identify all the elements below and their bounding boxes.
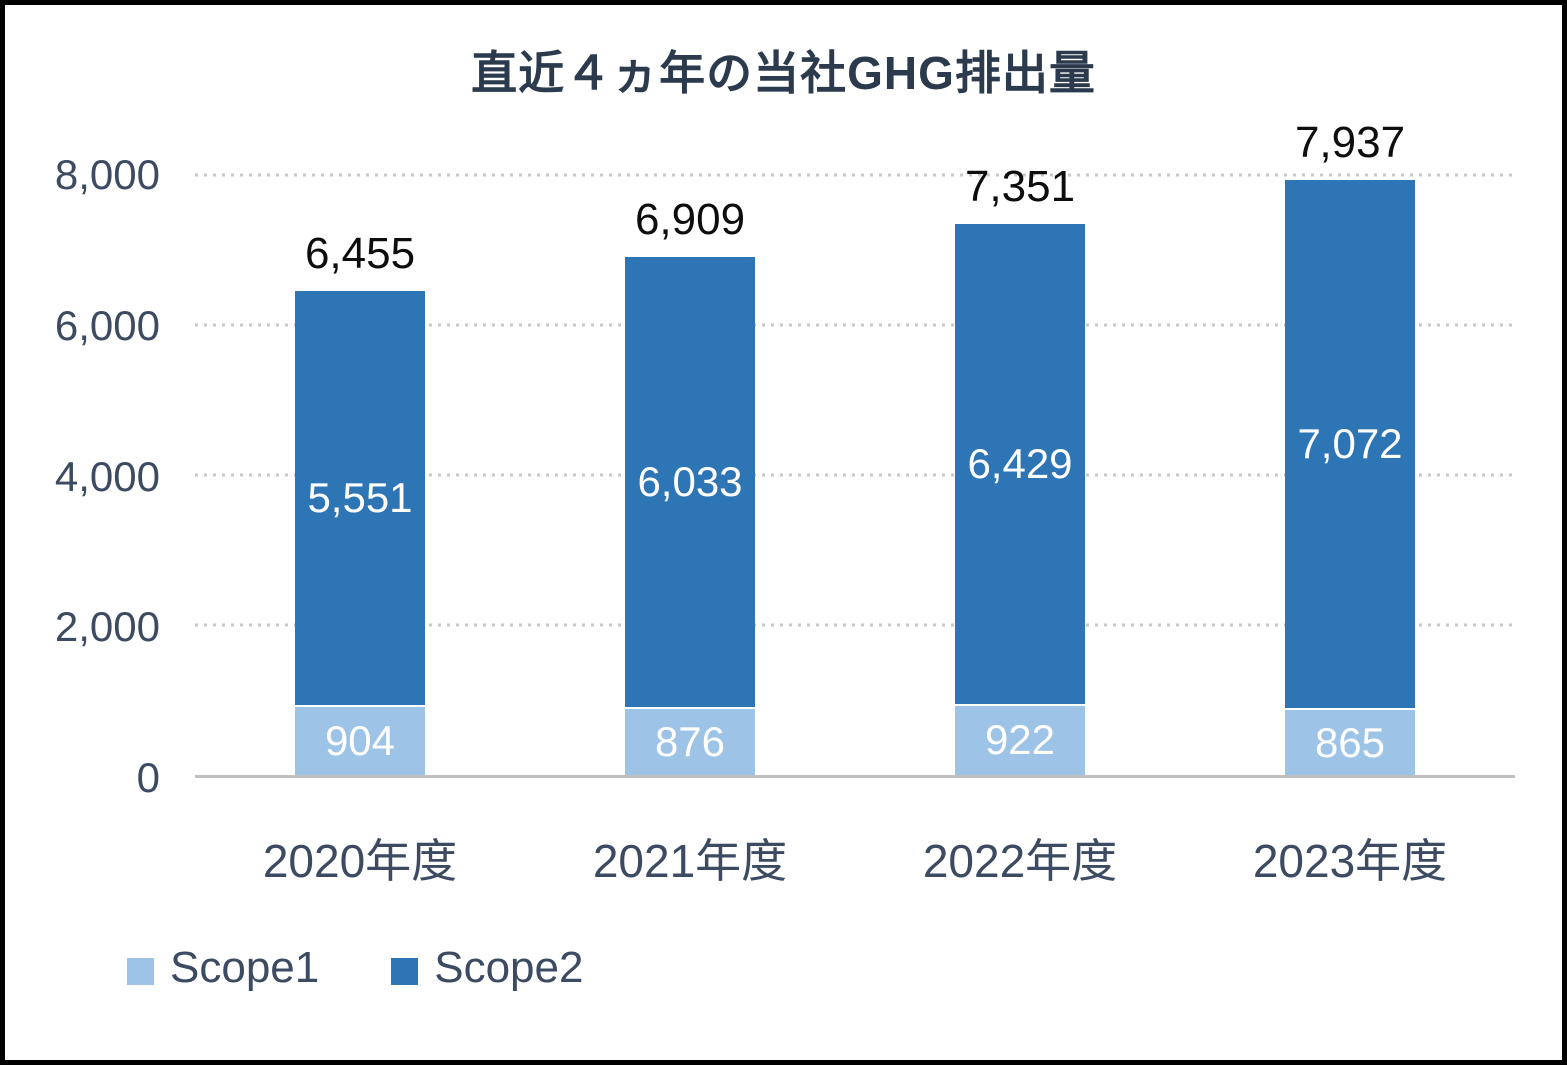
scope2-value-label: 6,429	[967, 439, 1073, 487]
bar-segment-scope1-2022年度: 922	[955, 705, 1085, 775]
bar-segment-scope2-2023年度: 7,072	[1285, 179, 1415, 711]
x-axis-label-2021年度: 2021年度	[592, 835, 788, 887]
bar-2021年度: 876 6,033 6,909	[625, 175, 755, 775]
y-axis-tick-label-2000: 2,000	[54, 603, 160, 651]
bar-2023年度: 865 7,072 7,937	[1285, 118, 1415, 775]
bar-2020年度: 904 5,551 6,455	[295, 175, 425, 775]
bar-segment-scope1-2021年度: 876	[625, 709, 755, 775]
scope1-value-label: 865	[1314, 718, 1386, 766]
scope1-value-label: 876	[654, 718, 726, 766]
scope1-value-label: 904	[324, 717, 396, 765]
y-axis-tick-label-0: 0	[136, 754, 160, 801]
legend-label-scope1: Scope1	[170, 943, 320, 992]
total-label-2023年度: 7,937	[1294, 117, 1406, 167]
total-label-2021年度: 6,909	[634, 194, 746, 244]
total-label-2020年度: 6,455	[304, 228, 416, 278]
legend-label-scope2: Scope2	[434, 943, 584, 992]
gridline-8000	[195, 173, 1515, 177]
scope2-value-label: 6,033	[637, 458, 743, 506]
legend-item-scope1: Scope1	[127, 943, 319, 993]
gridline-6000	[195, 323, 1515, 327]
bar-segment-scope1-2023年度: 865	[1285, 710, 1415, 775]
y-axis-tick-label-6000: 6,000	[54, 301, 160, 349]
x-axis-label-2023年度: 2023年度	[1252, 835, 1448, 887]
bar-segment-scope2-2020年度: 5,551	[295, 290, 425, 708]
legend-swatch-scope2	[391, 957, 419, 985]
bar-segment-scope2-2022年度: 6,429	[955, 223, 1085, 706]
bar-2022年度: 922 6,429 7,351	[955, 162, 1085, 775]
scope1-value-label: 922	[984, 716, 1056, 764]
legend-item-scope2: Scope2	[391, 943, 583, 993]
scope2-value-label: 5,551	[307, 474, 413, 522]
y-axis-tick-label-8000: 8,000	[54, 151, 160, 198]
bar-segment-scope1-2020年度: 904	[295, 707, 425, 775]
plot-area: 904 5,551 6,455 876 6,033 6,909 922 6,429 7,351 8…	[195, 118, 1515, 778]
scope2-value-label: 7,072	[1297, 419, 1403, 467]
y-axis: 0 2,000 4,000 6,000 8,000	[20, 151, 160, 801]
x-axis-label-2020年度: 2020年度	[262, 835, 458, 887]
gridline-2000	[195, 623, 1515, 627]
x-axis-label-2022年度: 2022年度	[922, 835, 1118, 887]
bar-segment-scope2-2021年度: 6,033	[625, 256, 755, 710]
gridline-4000	[195, 473, 1515, 477]
chart-title: 直近４ヵ年の当社GHG排出量	[471, 47, 1096, 99]
legend: Scope1 Scope2	[127, 943, 583, 993]
x-axis: 2020年度 2021年度 2022年度 2023年度	[195, 825, 1515, 895]
total-label-2022年度: 7,351	[964, 161, 1076, 211]
legend-swatch-scope1	[127, 957, 154, 985]
y-axis-tick-label-4000: 4,000	[54, 452, 160, 500]
